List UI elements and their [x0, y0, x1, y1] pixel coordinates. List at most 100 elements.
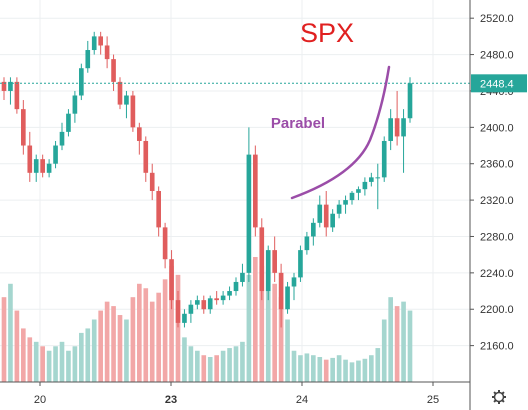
volume-bar — [130, 297, 136, 382]
candle-body — [59, 131, 65, 146]
candle-body — [246, 154, 252, 273]
volume-bar — [233, 346, 239, 382]
volume-bar — [349, 362, 355, 382]
volume-bar — [336, 355, 342, 382]
candle-body — [285, 286, 290, 310]
candle-body — [401, 118, 406, 137]
overlay: SPX Parabel — [0, 18, 470, 200]
gridlines — [0, 0, 470, 382]
volume-bar — [72, 346, 78, 382]
candle-body — [278, 272, 284, 310]
volume-bar — [381, 319, 387, 382]
candle-body — [265, 250, 271, 292]
volume-bar — [188, 346, 194, 382]
gear-hub — [493, 391, 505, 403]
volume-bar — [8, 283, 13, 382]
volume-bar — [214, 355, 219, 382]
x-tick-label: 23 — [165, 394, 177, 406]
volume-bar — [66, 350, 71, 382]
candle-body — [33, 159, 39, 173]
volume-bar — [253, 257, 258, 382]
volume-bar — [143, 288, 149, 382]
candle-body — [323, 204, 329, 228]
volume-bar — [343, 359, 348, 382]
y-tick-label: 2240.0 — [480, 268, 514, 280]
volume-bar — [369, 355, 374, 382]
candle-body — [220, 295, 226, 301]
volume-bars — [1, 257, 413, 382]
volume-bar — [285, 319, 290, 382]
volume-bar — [104, 301, 110, 382]
candle-body — [240, 272, 245, 282]
candle-body — [195, 300, 200, 305]
volume-bar — [272, 283, 277, 382]
candle-body — [14, 81, 20, 110]
volume-bar — [323, 359, 329, 382]
volume-bar — [207, 357, 213, 382]
candlesticks — [1, 31, 413, 328]
x-tick-label: 20 — [34, 394, 46, 406]
candle-body — [27, 145, 33, 173]
volume-bar — [240, 341, 245, 382]
candle-body — [111, 59, 116, 82]
volume-bar — [259, 265, 265, 382]
candle-body — [349, 192, 355, 201]
volume-bar — [227, 348, 232, 382]
candle-body — [394, 118, 400, 137]
y-tick-label: 2160.0 — [480, 341, 514, 353]
candle-body — [369, 177, 374, 182]
last-price-tag — [471, 74, 527, 93]
volume-bar — [278, 297, 284, 382]
volume-bar — [362, 358, 368, 382]
volume-bar — [124, 319, 129, 382]
gear-icon[interactable] — [492, 390, 506, 404]
candle-body — [343, 200, 348, 205]
candle-body — [149, 172, 155, 191]
candle-body — [162, 227, 168, 260]
volume-bar — [40, 346, 45, 382]
candle-body — [253, 154, 258, 228]
candle-body — [311, 222, 316, 237]
candle-body — [362, 181, 368, 190]
volume-bar — [220, 350, 226, 382]
volume-bar — [388, 297, 393, 382]
volume-bar — [246, 274, 252, 382]
volume-bar — [53, 346, 58, 382]
candle-body — [407, 83, 413, 119]
volume-bar — [195, 350, 200, 382]
candle-body — [124, 95, 129, 105]
chart-title: SPX — [300, 18, 354, 48]
candle-body — [356, 189, 361, 193]
volume-bar — [375, 348, 381, 382]
volume-bar — [111, 306, 116, 382]
candle-body — [317, 204, 323, 223]
volume-bar — [156, 292, 161, 382]
volume-bar — [149, 301, 155, 382]
candle-body — [130, 95, 136, 128]
volume-bar — [175, 274, 181, 382]
volume-bar — [330, 357, 335, 382]
candle-body — [85, 50, 91, 69]
annotation-label: Parabel — [271, 115, 325, 132]
volume-bar — [14, 310, 20, 382]
volume-bar — [304, 353, 310, 382]
candle-body — [66, 113, 71, 132]
candle-body — [188, 304, 194, 314]
parabola-curve — [290, 65, 391, 200]
candle-body — [201, 300, 207, 310]
candle-body — [227, 291, 232, 296]
volume-bar — [1, 297, 7, 382]
candle-body — [336, 204, 342, 214]
volume-bar — [201, 355, 207, 382]
volume-bar — [59, 341, 65, 382]
candle-body — [117, 81, 123, 105]
volume-bar — [311, 355, 316, 382]
y-tick-label: 2400.0 — [480, 122, 514, 134]
x-tick-label: 25 — [427, 394, 439, 406]
candle-body — [330, 213, 335, 228]
y-tick-label: 2320.0 — [480, 195, 514, 207]
volume-bar — [407, 310, 413, 382]
candle-body — [46, 163, 52, 173]
